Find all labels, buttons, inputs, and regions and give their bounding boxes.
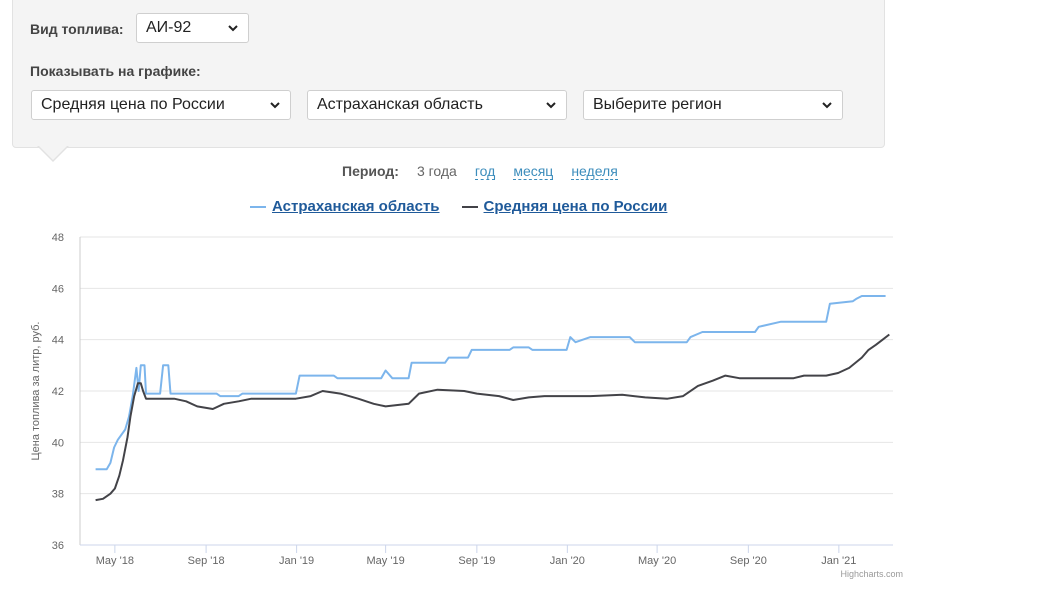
legend-item-astrakhan[interactable]: Астраханская область	[250, 198, 440, 215]
series-select-1-value: Средняя цена по России	[41, 96, 225, 113]
y-tick-label: 36	[52, 540, 64, 552]
series-select-2[interactable]: Астраханская область	[307, 90, 567, 120]
highcharts-credits[interactable]: Highcharts.com	[840, 569, 903, 579]
x-tick-label: Jan '21	[821, 555, 856, 567]
series-select-2-value: Астраханская область	[317, 96, 483, 113]
series-select-3-value: Выберите регион	[593, 96, 722, 113]
chevron-down-icon	[822, 102, 832, 109]
series-line-russia[interactable]	[95, 333, 890, 502]
x-tick-label: May '18	[96, 555, 134, 567]
y-tick-label: 42	[52, 386, 64, 398]
y-tick-label: 40	[52, 437, 64, 449]
fuel-type-label: Вид топлива:	[30, 21, 124, 37]
x-tick-label: Jan '20	[550, 555, 585, 567]
x-tick-label: Sep '18	[188, 555, 225, 567]
series-select-1[interactable]: Средняя цена по России	[31, 90, 291, 120]
period-label: Период:	[342, 163, 399, 179]
period-selector: Период: 3 года год месяц неделя	[342, 163, 618, 180]
legend-label-russia: Средняя цена по России	[483, 198, 668, 215]
chevron-down-icon	[270, 102, 280, 109]
y-tick-label: 48	[52, 232, 64, 244]
series-line-astrakhan[interactable]	[95, 295, 886, 471]
y-axis-title: Цена топлива за литр, руб.	[30, 322, 42, 461]
x-tick-label: Sep '20	[730, 555, 767, 567]
x-tick-label: Sep '19	[458, 555, 495, 567]
series-layer	[95, 295, 890, 502]
panel-arrow	[38, 145, 68, 160]
show-on-chart-label: Показывать на графике:	[30, 63, 201, 79]
period-link-month[interactable]: месяц	[513, 163, 554, 180]
legend-item-russia[interactable]: Средняя цена по России	[461, 198, 668, 215]
legend-swatch-astrakhan	[250, 205, 266, 208]
fuel-type-value: АИ-92	[146, 19, 192, 36]
x-tick-label: Jan '19	[279, 555, 314, 567]
grid-layer: 36 38 40 42 44 46 48 May '18 Sep '18 Jan '19 May '…	[30, 232, 893, 567]
chevron-down-icon	[228, 25, 238, 32]
x-tick-label: May '19	[367, 555, 405, 567]
legend-label-astrakhan: Астраханская область	[272, 198, 440, 215]
y-tick-label: 38	[52, 489, 64, 501]
fuel-type-select[interactable]: АИ-92	[136, 13, 249, 43]
legend-swatch-russia	[461, 205, 478, 208]
y-tick-label: 44	[52, 335, 64, 347]
chart-legend: Астраханская область Средняя цена по Рос…	[250, 198, 667, 215]
y-tick-label: 46	[52, 283, 64, 295]
period-current: 3 года	[416, 163, 457, 179]
x-tick-label: May '20	[638, 555, 676, 567]
period-link-week[interactable]: неделя	[571, 163, 618, 180]
series-select-3[interactable]: Выберите регион	[583, 90, 843, 120]
period-link-year[interactable]: год	[474, 163, 496, 180]
chevron-down-icon	[546, 102, 556, 109]
